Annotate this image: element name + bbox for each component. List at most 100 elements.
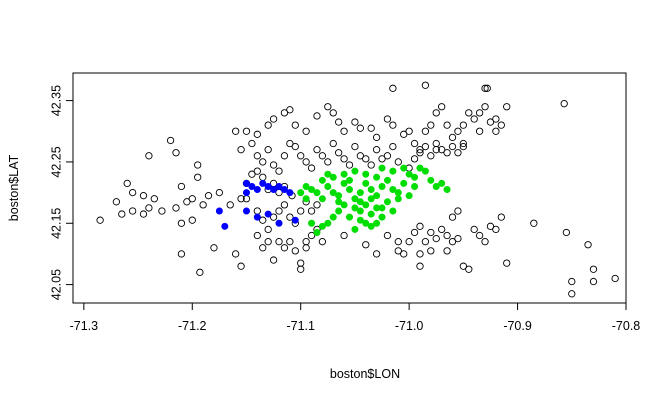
green-point	[362, 170, 370, 178]
blue-point	[242, 179, 250, 187]
open-point	[324, 158, 332, 166]
open-point	[443, 121, 451, 129]
blue-point	[221, 222, 229, 230]
green-point	[302, 195, 310, 203]
open-point	[416, 146, 424, 154]
green-point	[443, 186, 451, 194]
open-point	[400, 130, 408, 138]
blue-point	[291, 216, 299, 224]
open-point	[459, 121, 468, 129]
open-point	[345, 161, 354, 169]
open-point	[275, 167, 283, 175]
open-point	[427, 228, 435, 237]
open-point	[242, 127, 251, 135]
green-point	[373, 173, 381, 181]
y-tick-label: 42.15	[49, 208, 63, 239]
green-point	[313, 189, 321, 197]
open-point	[253, 231, 261, 240]
open-point	[443, 149, 451, 157]
green-point	[378, 213, 386, 221]
open-point	[335, 118, 343, 126]
open-point	[394, 247, 402, 255]
open-point	[307, 207, 316, 215]
open-point	[248, 170, 256, 178]
y-tick-label: 42.05	[49, 269, 63, 300]
open-point	[340, 231, 348, 240]
blue-point	[280, 186, 288, 194]
open-point	[264, 238, 272, 246]
open-point	[560, 100, 568, 108]
green-point	[378, 204, 386, 212]
open-point	[177, 250, 186, 258]
green-point	[340, 179, 348, 187]
open-point	[297, 265, 305, 273]
open-point	[492, 225, 500, 234]
blue-point	[215, 207, 223, 215]
open-point	[269, 161, 278, 169]
open-point	[410, 228, 419, 237]
open-point	[448, 142, 457, 151]
open-point	[459, 142, 468, 151]
open-point	[231, 127, 240, 135]
open-point	[454, 149, 462, 157]
x-tick-label: -71.1	[286, 319, 315, 333]
x-tick-label: -71.3	[70, 319, 99, 333]
open-point	[253, 167, 261, 175]
green-point	[421, 167, 429, 175]
open-point	[264, 225, 272, 234]
green-point	[302, 182, 310, 190]
open-point	[503, 259, 511, 267]
green-point	[405, 170, 413, 178]
open-point	[483, 84, 491, 92]
green-point	[378, 182, 386, 190]
open-point	[188, 216, 196, 224]
green-point	[324, 219, 332, 227]
green-point	[329, 189, 337, 197]
green-point	[389, 186, 397, 194]
open-point	[438, 103, 446, 111]
open-point	[421, 238, 430, 246]
open-point	[389, 121, 397, 129]
open-point	[291, 247, 299, 255]
open-point	[269, 256, 278, 264]
open-point	[177, 182, 186, 191]
green-point	[308, 186, 316, 194]
open-point	[389, 142, 397, 151]
open-point	[356, 124, 364, 132]
green-point	[394, 195, 402, 203]
open-point	[264, 121, 272, 129]
blue-point	[259, 179, 267, 187]
open-point	[264, 146, 272, 154]
open-point	[351, 118, 359, 126]
open-point	[367, 124, 375, 132]
open-point	[253, 152, 261, 160]
open-point	[362, 155, 370, 163]
open-point	[329, 139, 337, 148]
open-point	[389, 84, 397, 92]
open-point	[405, 238, 413, 246]
open-point	[226, 201, 234, 209]
open-point	[427, 121, 435, 129]
green-point	[335, 207, 343, 215]
open-point	[194, 161, 202, 169]
y-tick-label: 42.35	[49, 85, 63, 116]
open-point	[568, 290, 576, 298]
blue-point	[275, 219, 283, 227]
green-point	[351, 204, 359, 212]
open-point	[253, 207, 261, 215]
green-point	[362, 219, 370, 227]
green-point	[335, 192, 343, 200]
open-point	[324, 103, 332, 111]
green-point	[351, 225, 359, 233]
open-point	[443, 247, 451, 255]
open-point	[497, 121, 505, 129]
open-point	[318, 238, 327, 246]
open-point	[448, 133, 457, 142]
open-point	[297, 259, 305, 267]
blue-point	[275, 182, 283, 190]
open-point	[503, 103, 511, 111]
open-point	[280, 244, 289, 252]
open-point	[259, 158, 267, 166]
open-point	[286, 213, 294, 221]
open-point	[448, 213, 457, 221]
